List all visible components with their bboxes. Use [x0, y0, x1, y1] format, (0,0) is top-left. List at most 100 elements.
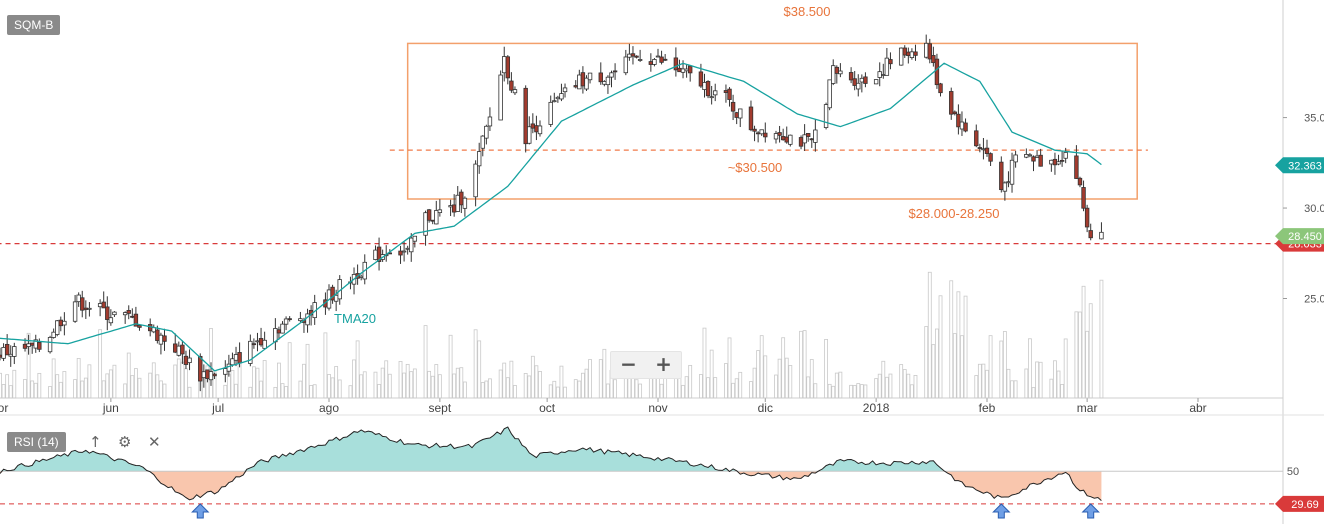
candle-body[interactable] [527, 126, 532, 144]
candle-body[interactable] [62, 320, 67, 326]
candle-body[interactable] [480, 135, 485, 149]
candle-body[interactable] [223, 368, 228, 375]
candle-body[interactable] [738, 108, 743, 119]
candle-body[interactable] [4, 343, 10, 356]
candle-body[interactable] [974, 130, 979, 147]
ma-line[interactable] [0, 62, 1102, 372]
candle-body[interactable] [1052, 158, 1058, 166]
candle-body[interactable] [283, 318, 289, 325]
candle-body[interactable] [523, 87, 528, 145]
candle-body[interactable] [698, 71, 704, 87]
candle-body[interactable] [505, 56, 511, 79]
zoom-out-button[interactable]: − [620, 352, 637, 376]
candle-body[interactable] [659, 56, 664, 63]
candle-body[interactable] [105, 306, 110, 320]
candle-body[interactable] [405, 247, 410, 250]
candle-body[interactable] [748, 106, 754, 131]
candle-body[interactable] [409, 237, 414, 253]
candle-body[interactable] [988, 153, 993, 162]
candle-body[interactable] [459, 191, 464, 206]
candle-body[interactable] [852, 78, 857, 86]
candle-body[interactable] [902, 47, 907, 56]
candle-body[interactable] [530, 123, 536, 129]
candle-body[interactable] [237, 352, 242, 364]
candle-body[interactable] [584, 77, 589, 90]
candle-body[interactable] [934, 58, 940, 86]
candle-body[interactable] [877, 71, 882, 78]
candle-body[interactable] [122, 312, 128, 316]
candle-body[interactable] [727, 88, 732, 100]
candle-body[interactable] [437, 209, 443, 214]
rsi-label[interactable]: RSI (14) [7, 432, 66, 452]
candle-body[interactable] [763, 132, 768, 138]
candle-body[interactable] [927, 43, 932, 60]
candle-body[interactable] [981, 148, 986, 151]
rsi-close-icon[interactable]: ✕ [148, 433, 161, 451]
candle-body[interactable] [755, 132, 761, 135]
candle-body[interactable] [333, 294, 339, 302]
candle-body[interactable] [1088, 230, 1093, 239]
candle-body[interactable] [898, 47, 904, 66]
candle-body[interactable] [831, 65, 836, 84]
candle-body[interactable] [97, 303, 103, 308]
candle-body[interactable] [559, 93, 564, 100]
candle-body[interactable] [51, 331, 56, 338]
candle-body[interactable] [58, 319, 63, 327]
candle-body[interactable] [999, 161, 1004, 191]
candle-body[interactable] [426, 209, 432, 221]
candle-body[interactable] [47, 337, 53, 353]
candle-body[interactable] [448, 205, 453, 208]
candle-body[interactable] [580, 72, 586, 87]
candle-body[interactable] [534, 125, 539, 133]
candle-body[interactable] [805, 133, 811, 137]
candle-body[interactable] [759, 129, 764, 135]
candle-body[interactable] [476, 151, 482, 167]
candle-body[interactable] [212, 373, 217, 377]
candle-body[interactable] [76, 294, 81, 303]
candle-body[interactable] [248, 340, 253, 364]
candle-body[interactable] [187, 357, 192, 364]
candle-body[interactable] [959, 121, 965, 130]
candle-body[interactable] [502, 56, 507, 74]
candle-body[interactable] [548, 101, 553, 125]
candle-body[interactable] [173, 343, 178, 353]
candle-body[interactable] [784, 136, 789, 143]
candle-body[interactable] [133, 313, 139, 327]
candle-body[interactable] [627, 53, 632, 58]
candle-body[interactable] [12, 346, 17, 357]
candle-body[interactable] [884, 57, 890, 76]
rsi-settings-gear-icon[interactable]: ⚙ [118, 433, 132, 451]
candle-body[interactable] [1049, 159, 1054, 165]
candle-body[interactable] [29, 342, 35, 346]
candle-body[interactable] [637, 59, 643, 61]
candle-body[interactable] [484, 125, 489, 139]
candle-body[interactable] [555, 96, 561, 100]
candle-body[interactable] [1024, 154, 1029, 158]
candle-body[interactable] [8, 353, 13, 357]
candle-body[interactable] [430, 219, 435, 222]
candle-body[interactable] [137, 324, 142, 328]
candle-body[interactable] [623, 56, 629, 74]
candle-body[interactable] [198, 355, 203, 382]
candle-body[interactable] [201, 371, 207, 379]
candle-body[interactable] [598, 72, 603, 83]
candle-body[interactable] [455, 194, 460, 212]
candle-body[interactable] [730, 101, 736, 112]
candle-body[interactable] [162, 335, 167, 342]
candle-body[interactable] [80, 297, 85, 311]
zoom-in-button[interactable]: + [655, 352, 672, 376]
candle-body[interactable] [83, 307, 89, 310]
candle-body[interactable] [1013, 154, 1018, 163]
candle-body[interactable] [55, 320, 60, 335]
candle-body[interactable] [873, 79, 879, 85]
candle-body[interactable] [848, 72, 854, 81]
candle-body[interactable] [956, 113, 961, 128]
candle-body[interactable] [863, 76, 868, 84]
candle-body[interactable] [358, 275, 364, 278]
rsi-line[interactable] [0, 426, 1102, 501]
candle-body[interactable] [208, 371, 214, 381]
range-box[interactable] [406, 42, 1138, 200]
candle-body[interactable] [856, 82, 861, 90]
candle-body[interactable] [462, 197, 468, 209]
candle-body[interactable] [1074, 155, 1079, 179]
